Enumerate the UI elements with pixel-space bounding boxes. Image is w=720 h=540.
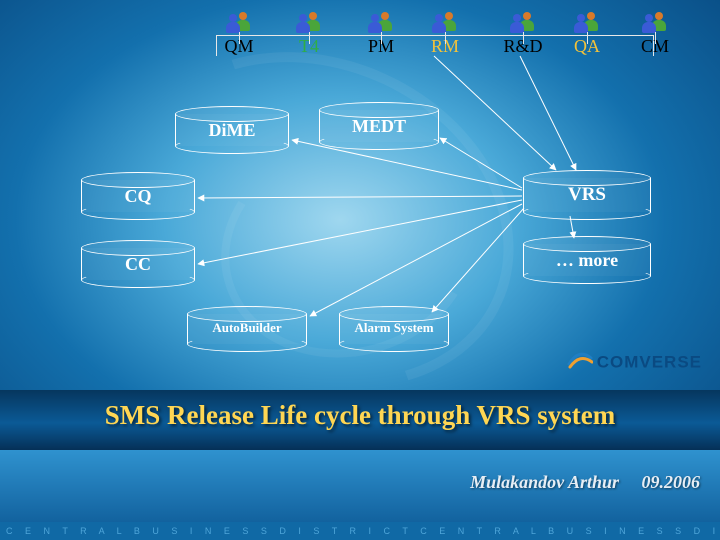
node-ab: AutoBuilder <box>188 314 306 344</box>
people-icon <box>572 10 602 34</box>
role-rd: R&D <box>494 10 552 57</box>
role-rm: RM <box>416 10 474 57</box>
role-cm: CM <box>626 10 684 57</box>
role-t4: T4 <box>280 10 338 57</box>
slide-subtitle: Mulakandov Arthur 09.2006 <box>0 472 700 493</box>
node-label: MEDT <box>320 110 438 137</box>
node-more: … more <box>524 244 650 276</box>
comverse-logo: COMVERSE <box>567 350 702 375</box>
people-icon <box>430 10 460 34</box>
node-cc: CC <box>82 248 194 280</box>
role-qa: QA <box>558 10 616 57</box>
node-label: CQ <box>82 180 194 207</box>
node-label: CC <box>82 248 194 275</box>
node-vrs: VRS <box>524 178 650 212</box>
node-dime: DiME <box>176 114 288 146</box>
people-icon <box>224 10 254 34</box>
footer-strip: C E N T R A L B U S I N E S S D I S T R … <box>0 522 720 540</box>
role-pm: PM <box>352 10 410 57</box>
people-icon <box>366 10 396 34</box>
author-name: Mulakandov Arthur <box>470 472 619 492</box>
node-alarm: Alarm System <box>340 314 448 344</box>
date-text: 09.2006 <box>642 472 701 492</box>
node-label: … more <box>524 244 650 271</box>
node-cq: CQ <box>82 180 194 212</box>
slide-title: SMS Release Life cycle through VRS syste… <box>0 400 720 431</box>
node-label: Alarm System <box>340 314 448 336</box>
people-icon <box>640 10 670 34</box>
people-icon <box>294 10 324 34</box>
node-label: VRS <box>524 178 650 206</box>
people-icon <box>508 10 538 34</box>
node-label: DiME <box>176 114 288 141</box>
node-label: AutoBuilder <box>188 314 306 336</box>
logo-swoosh-icon <box>567 350 593 375</box>
role-qm: QM <box>210 10 268 57</box>
logo-text: COMVERSE <box>597 353 702 372</box>
node-medt: MEDT <box>320 110 438 142</box>
